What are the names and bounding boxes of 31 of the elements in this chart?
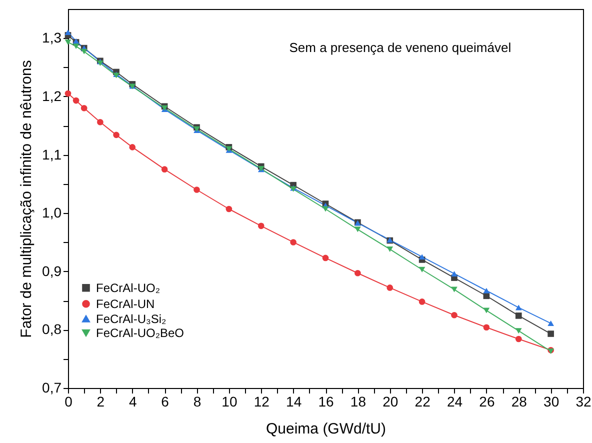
x-tick-label: 0 (64, 394, 73, 410)
x-tick-label: 18 (350, 394, 366, 410)
x-tick-label: 32 (576, 394, 592, 410)
x-axis-title: Queima (GWd/tU) (266, 420, 386, 438)
y-axis-title: Fator de multiplicação infinito de nêutrons (18, 60, 36, 338)
legend-label: FeCrAl-UO₂ (96, 280, 160, 295)
x-tick-label: 16 (318, 394, 334, 410)
x-tick-label: 6 (161, 394, 170, 410)
x-tick-label: 4 (128, 394, 137, 410)
x-tick-label: 14 (286, 394, 302, 410)
y-tick-label: 1,2 (42, 88, 62, 104)
y-tick-label: 0,8 (42, 321, 62, 338)
x-tick-label: 8 (193, 394, 202, 410)
x-tick-label: 28 (511, 394, 528, 410)
x-tick-label: 2 (96, 394, 105, 410)
x-tick-label: 26 (479, 394, 495, 410)
x-tick-label: 10 (222, 394, 238, 410)
x-tick-label: 20 (382, 394, 398, 410)
y-tick-label: 1,1 (42, 146, 62, 162)
x-tick-label: 24 (446, 394, 463, 410)
x-tick-label: 12 (254, 394, 270, 410)
legend-label: FeCrAl-UO₂BeO (96, 326, 184, 340)
y-tick-label: 0,9 (42, 262, 62, 279)
legend-label: FeCrAl-U₃Si₂ (96, 312, 167, 326)
legend-label: FeCrAl-UN (96, 296, 155, 311)
x-tick-label: 30 (544, 394, 560, 410)
annotation: Sem a presença de veneno queimável (289, 40, 512, 55)
x-tick-label: 22 (414, 394, 431, 410)
y-tick-label: 1,3 (42, 30, 62, 46)
y-tick-label: 1,0 (42, 204, 62, 221)
y-tick-label: 0,7 (42, 380, 62, 396)
